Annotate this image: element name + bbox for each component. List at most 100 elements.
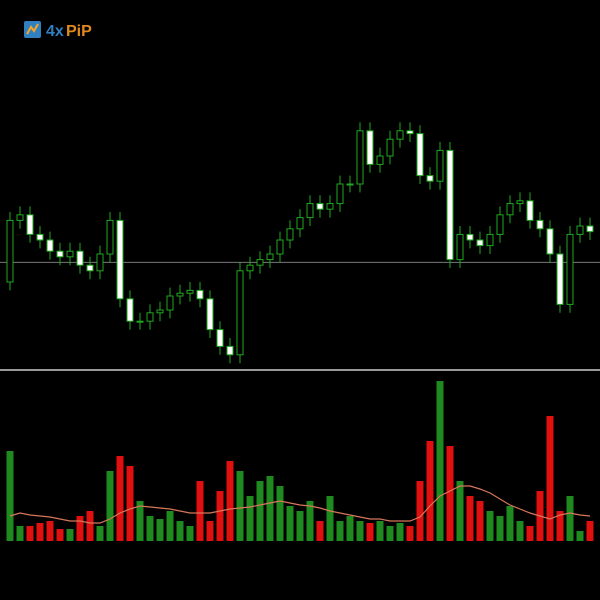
volume-bar bbox=[426, 441, 434, 541]
volume-bar bbox=[166, 511, 174, 541]
volume-bar bbox=[366, 523, 374, 541]
candle-body bbox=[316, 203, 324, 210]
candle-body bbox=[356, 130, 364, 185]
candle-body bbox=[476, 239, 484, 247]
volume-bar bbox=[196, 481, 204, 541]
volume-ma-line bbox=[9, 485, 591, 524]
candle-body bbox=[586, 225, 594, 233]
candle-body bbox=[446, 149, 454, 261]
volume-bar bbox=[356, 521, 364, 541]
candle-body bbox=[516, 200, 524, 205]
candle-body bbox=[126, 298, 134, 322]
logo: 4x PiP bbox=[24, 21, 92, 40]
candle-body bbox=[436, 149, 444, 182]
candle-body bbox=[156, 309, 164, 314]
candle-body bbox=[426, 175, 434, 182]
volume-bar bbox=[236, 471, 244, 541]
candle-body bbox=[576, 225, 584, 235]
volume-bar bbox=[226, 461, 234, 541]
volume-bar bbox=[576, 531, 584, 541]
candle-body bbox=[136, 320, 144, 323]
candle-body bbox=[246, 264, 254, 272]
candle-body bbox=[16, 214, 24, 221]
candle-body bbox=[76, 250, 84, 266]
volume-bar bbox=[56, 529, 64, 541]
candle-body bbox=[376, 155, 384, 165]
candle-body bbox=[56, 250, 64, 258]
candle-body bbox=[346, 183, 354, 186]
volume-bar bbox=[376, 521, 384, 541]
volume-bar bbox=[486, 511, 494, 541]
volume-bar bbox=[496, 516, 504, 541]
candle-body bbox=[296, 217, 304, 230]
volume-bar bbox=[286, 506, 294, 541]
volume-bar bbox=[266, 476, 274, 541]
volume-bar bbox=[396, 523, 404, 541]
volume-bar bbox=[506, 506, 514, 541]
candle-body bbox=[196, 289, 204, 300]
volume-bar bbox=[556, 511, 564, 541]
volume-bar bbox=[276, 486, 284, 541]
candle-body bbox=[386, 138, 394, 157]
candle-body bbox=[526, 200, 534, 221]
volume-bar bbox=[316, 521, 324, 541]
logo-icon-line bbox=[26, 23, 39, 35]
candle-body bbox=[416, 133, 424, 177]
candle-body bbox=[276, 239, 284, 255]
candle-body bbox=[86, 264, 94, 272]
candle-body bbox=[206, 298, 214, 331]
volume-bar bbox=[526, 526, 534, 541]
volume-bar bbox=[136, 501, 144, 541]
volume-bar bbox=[256, 481, 264, 541]
volume-bar bbox=[416, 481, 424, 541]
volume-bar bbox=[26, 526, 34, 541]
candle-body bbox=[406, 130, 414, 135]
candle-body bbox=[146, 312, 154, 322]
candle-body bbox=[36, 233, 44, 241]
volume-bar bbox=[116, 456, 124, 541]
candle-body bbox=[566, 233, 574, 305]
volume-bar bbox=[456, 481, 464, 541]
candle-body bbox=[106, 219, 114, 255]
volume-bar bbox=[126, 466, 134, 541]
candle-body bbox=[116, 219, 124, 300]
candle-body bbox=[256, 259, 264, 266]
candle-body bbox=[326, 203, 334, 210]
candle-body bbox=[216, 329, 224, 347]
volume-bar bbox=[36, 523, 44, 541]
volume-bar bbox=[146, 516, 154, 541]
candle-body bbox=[26, 214, 34, 235]
candle-body bbox=[546, 228, 554, 255]
candle-body bbox=[456, 233, 464, 261]
volume-bar bbox=[566, 496, 574, 541]
candle-body bbox=[46, 239, 54, 252]
volume-bar bbox=[336, 521, 344, 541]
volume-bar bbox=[156, 519, 164, 541]
candle-body bbox=[506, 203, 514, 216]
volume-bar bbox=[106, 471, 114, 541]
volume-bar bbox=[66, 529, 74, 541]
candle-body bbox=[186, 289, 194, 294]
candle-body bbox=[236, 270, 244, 356]
candle-body bbox=[226, 345, 234, 356]
volume-bar bbox=[586, 521, 594, 541]
volume-bar bbox=[186, 526, 194, 541]
volume-bar bbox=[6, 451, 14, 541]
volume-bar bbox=[306, 501, 314, 541]
candle-body bbox=[556, 253, 564, 305]
candle-body bbox=[496, 214, 504, 235]
volume-bar bbox=[546, 416, 554, 541]
volume-bar bbox=[216, 491, 224, 541]
volume-bar bbox=[386, 526, 394, 541]
candle-body bbox=[96, 253, 104, 272]
volume-bar bbox=[246, 496, 254, 541]
volume-bar bbox=[176, 521, 184, 541]
candle-body bbox=[486, 233, 494, 247]
volume-bar bbox=[46, 521, 54, 541]
volume-bar bbox=[16, 526, 24, 541]
volume-bar bbox=[436, 381, 444, 541]
candle-body bbox=[366, 130, 374, 165]
volume-bar bbox=[206, 521, 214, 541]
candle-body bbox=[536, 219, 544, 230]
